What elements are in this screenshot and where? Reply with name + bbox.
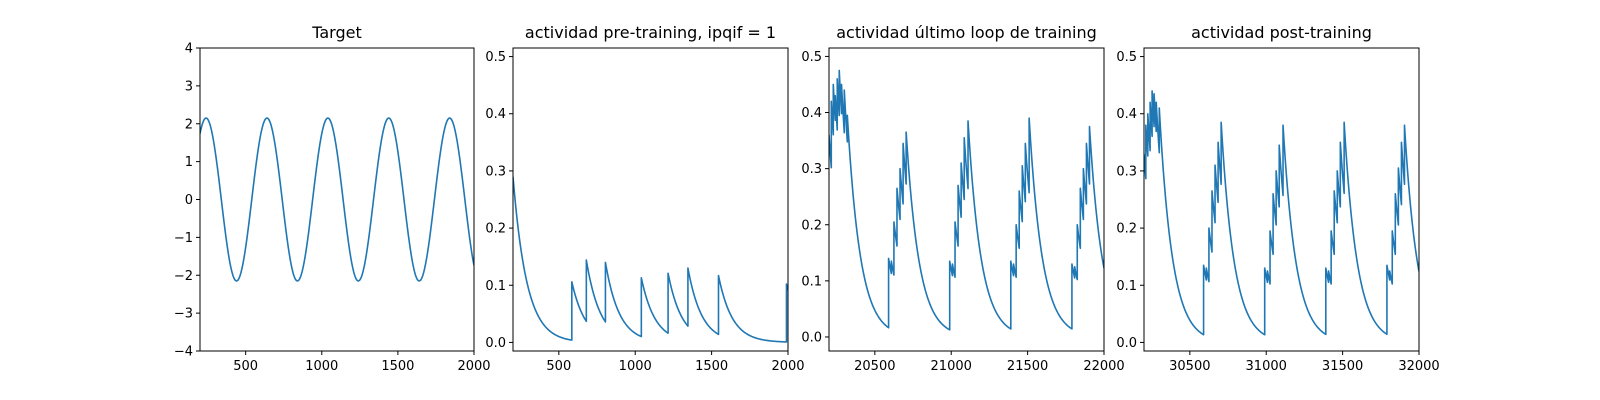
x-tick-label: 31000 — [1246, 359, 1287, 374]
x-tick-label: 21000 — [931, 359, 972, 374]
y-tick-label: 0.5 — [801, 50, 822, 65]
y-tick-label: 2 — [185, 117, 193, 132]
y-tick-label: 0.0 — [801, 330, 822, 345]
y-tick-label: 0.3 — [801, 162, 822, 177]
x-tick-label: 1000 — [619, 359, 652, 374]
y-tick-label: 0.1 — [485, 279, 506, 294]
y-tick-label: 4 — [185, 42, 193, 57]
panel-1: 500 1000 1500 2000 −4 −3 −2 −1 0 1 2 3 4 Target — [174, 23, 491, 374]
y-tick-label: −3 — [174, 307, 193, 322]
y-tick-label: 0.0 — [485, 336, 506, 351]
x-tick-label: 31500 — [1322, 359, 1363, 374]
axes-frame — [828, 47, 1105, 352]
panel-2: 500 1000 1500 2000 0.0 0.1 0.2 0.3 0.4 0.5 activid… — [485, 23, 804, 374]
y-tick-label: 0 — [185, 193, 193, 208]
y-tick-label: 0.5 — [485, 50, 506, 65]
x-tick-label: 1000 — [305, 359, 338, 374]
y-tick-label: 0.4 — [1116, 107, 1137, 122]
x-tick-label: 20500 — [854, 359, 895, 374]
y-tick-label: 0.1 — [1116, 279, 1137, 294]
series-line-1 — [1144, 90, 1419, 336]
y-tick-label: 0.2 — [485, 222, 506, 237]
y-tick-label: −4 — [174, 345, 193, 360]
y-tick-label: 0.1 — [801, 274, 822, 289]
x-tick-label: 2000 — [771, 359, 804, 374]
x-tick-label: 21500 — [1007, 359, 1048, 374]
panel-title: actividad pre-training, ipqif = 1 — [525, 23, 776, 42]
y-tick-label: 1 — [185, 155, 193, 170]
y-tick-label: 0.5 — [1116, 50, 1137, 65]
series-line-1 — [513, 176, 788, 343]
panel-title: Target — [311, 23, 362, 42]
x-tick-label: 32000 — [1398, 359, 1439, 374]
y-tick-label: 0.4 — [801, 106, 822, 121]
panel-4: 30500 31000 31500 32000 0.0 0.1 0.2 0.3 0.4 0.5 ac… — [1116, 23, 1439, 374]
panels: 500 1000 1500 2000 −4 −3 −2 −1 0 1 2 3 4 Target 500 100… — [174, 23, 1440, 374]
y-tick-label: 0.3 — [485, 164, 506, 179]
x-tick-label: 500 — [233, 359, 258, 374]
x-tick-label: 1500 — [695, 359, 728, 374]
y-tick-label: −2 — [174, 269, 193, 284]
y-tick-label: 0.4 — [485, 107, 506, 122]
x-tick-label: 22000 — [1083, 359, 1124, 374]
panel-title: actividad post-training — [1191, 23, 1372, 42]
x-tick-label: 2000 — [457, 359, 490, 374]
series-line-1 — [200, 117, 474, 282]
y-tick-label: −1 — [174, 231, 193, 246]
x-tick-label: 1500 — [381, 359, 414, 374]
y-tick-label: 0.3 — [1116, 164, 1137, 179]
panel-title: actividad último loop de training — [836, 23, 1097, 42]
axes-frame — [1143, 47, 1420, 352]
y-tick-label: 0.0 — [1116, 336, 1137, 351]
panel-3: 20500 21000 21500 22000 0.0 0.1 0.2 0.3 0.4 0.5 ac… — [801, 23, 1124, 374]
x-tick-label: 500 — [546, 359, 571, 374]
axes-frame — [512, 47, 789, 352]
y-tick-label: 0.2 — [801, 218, 822, 233]
y-tick-label: 0.2 — [1116, 222, 1137, 237]
y-tick-label: 3 — [185, 79, 193, 94]
series-line-1 — [829, 69, 1104, 331]
x-tick-label: 30500 — [1169, 359, 1210, 374]
